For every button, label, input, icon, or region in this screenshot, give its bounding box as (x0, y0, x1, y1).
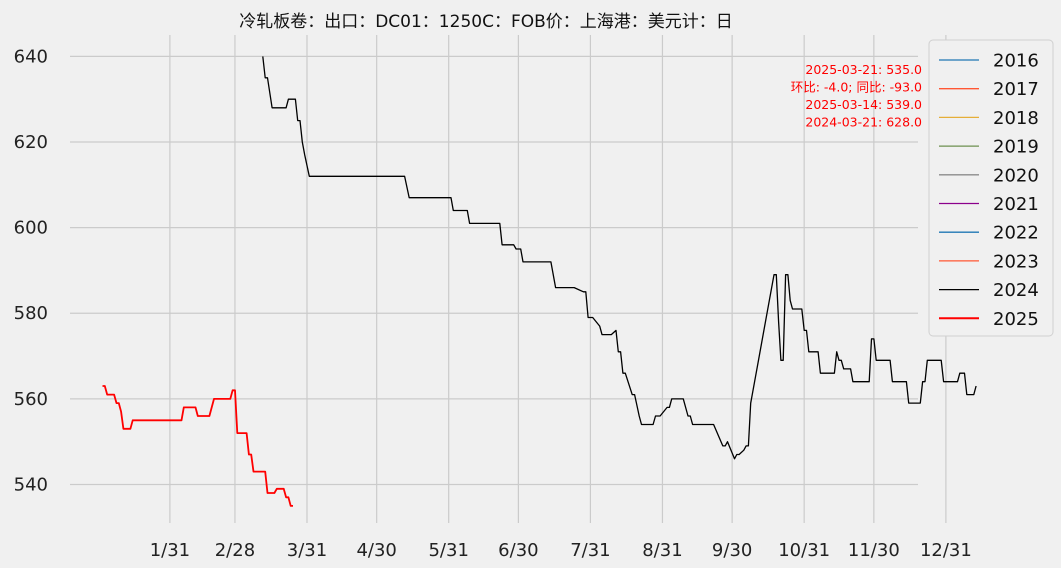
annotation-line: 环比: -4.0; 同比: -93.0 (791, 80, 922, 95)
x-tick-label: 4/30 (356, 540, 396, 561)
legend-label-2023: 2023 (993, 251, 1039, 272)
legend-label-2024: 2024 (993, 280, 1039, 301)
series-line-2025 (102, 385, 293, 507)
legend-label-2018: 2018 (993, 108, 1039, 129)
y-tick-label: 580 (14, 303, 48, 324)
annotation-line: 2024-03-21: 628.0 (805, 115, 922, 130)
legend-label-2017: 2017 (993, 79, 1039, 100)
x-tick-label: 11/30 (848, 540, 900, 561)
annotation-line: 2025-03-14: 539.0 (805, 97, 922, 112)
x-tick-label: 3/31 (287, 540, 327, 561)
annotation-line: 2025-03-21: 535.0 (805, 62, 922, 77)
legend-label-2019: 2019 (993, 137, 1039, 158)
legend-label-2022: 2022 (993, 223, 1039, 244)
x-tick-label: 2/28 (215, 540, 255, 561)
y-tick-label: 640 (14, 46, 48, 67)
chart-title: 冷轧板卷：出口：DC01：1250C：FOB价：上海港：美元计：日 (239, 12, 733, 32)
y-tick-label: 560 (14, 389, 48, 410)
y-tick-label: 620 (14, 132, 48, 153)
legend-frame (928, 39, 1054, 337)
x-axis-ticks: 1/31 2/28 3/31 4/30 5/31 6/30 7/31 8/31 9/30 10/3… (150, 540, 972, 561)
legend-label-2020: 2020 (993, 165, 1039, 186)
y-tick-label: 540 (14, 474, 48, 495)
x-tick-label: 6/30 (498, 540, 538, 561)
x-tick-label: 7/31 (570, 540, 610, 561)
plot-background (70, 35, 918, 523)
legend-label-2025: 2025 (993, 309, 1039, 330)
x-tick-label: 5/31 (428, 540, 468, 561)
series-line-2024 (262, 56, 977, 460)
legend-label-2016: 2016 (993, 51, 1039, 72)
x-tick-label: 12/31 (920, 540, 972, 561)
x-tick-label: 9/30 (712, 540, 752, 561)
y-tick-label: 600 (14, 218, 48, 239)
legend: 2016 2017 2018 2019 2020 2021 2022 2023 2024 2025 (928, 39, 1054, 337)
annotation: 2025-03-21: 535.0 环比: -4.0; 同比: -93.0 2025… (791, 62, 922, 130)
y-axis-ticks: 540 560 580 600 620 640 (14, 46, 48, 495)
x-tick-label: 10/31 (778, 540, 830, 561)
x-tick-label: 8/31 (642, 540, 682, 561)
series-layer (102, 56, 977, 507)
legend-label-2021: 2021 (993, 194, 1039, 215)
x-tick-label: 1/31 (150, 540, 190, 561)
